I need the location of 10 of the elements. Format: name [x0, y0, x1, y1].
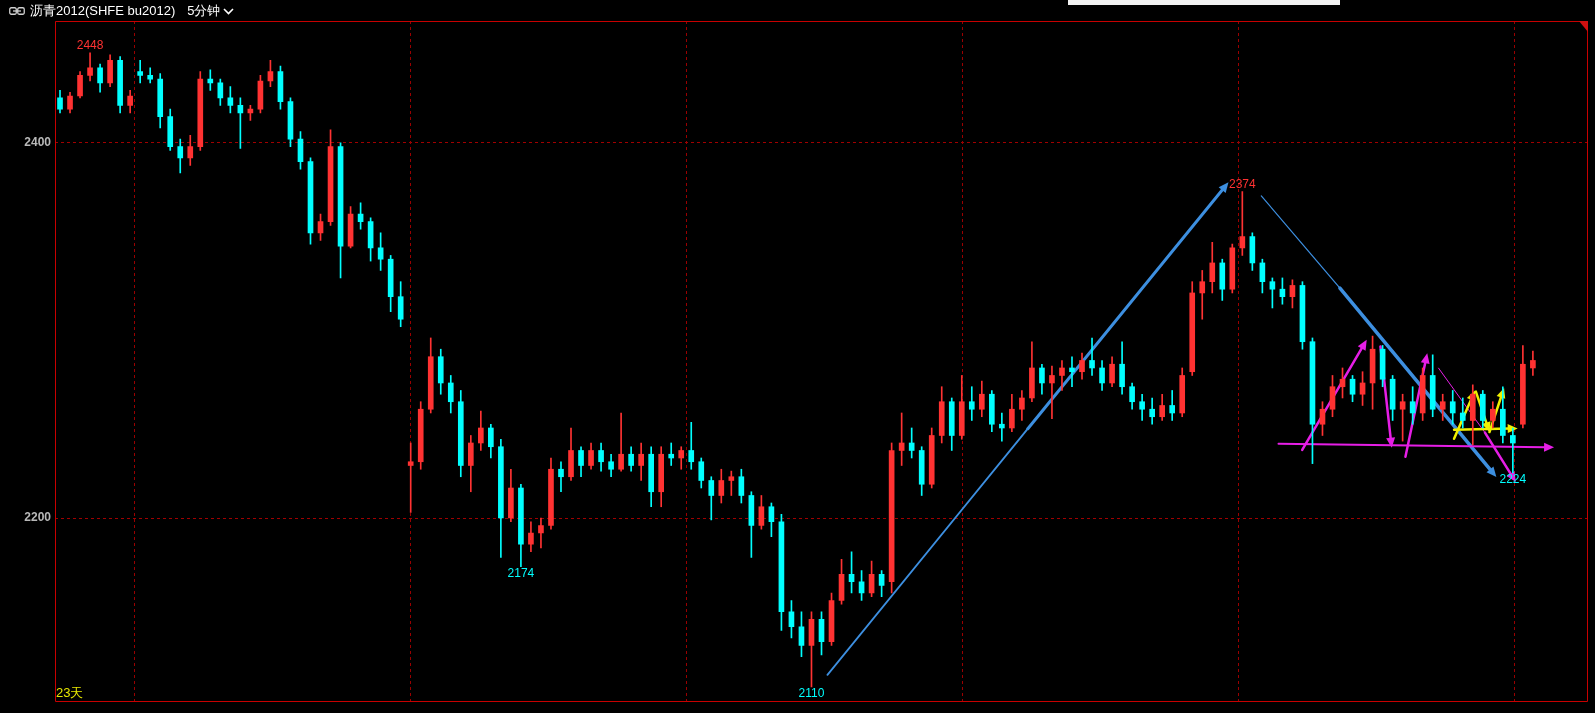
annotation: 2374 [1228, 176, 1256, 191]
annotation: 2174 [507, 566, 535, 581]
annotation: 23天 [56, 684, 84, 700]
y-tick-label: 2400 [24, 135, 52, 150]
y-tick-label: 2200 [24, 510, 52, 525]
chart-subtitle: 5分钟 [187, 2, 221, 20]
chart-title: 沥青2012(SHFE bu2012) [30, 2, 176, 20]
annotation: 2110 [798, 686, 825, 701]
annotation: 2224 [1499, 472, 1527, 487]
annotation: 2448 [76, 38, 104, 53]
